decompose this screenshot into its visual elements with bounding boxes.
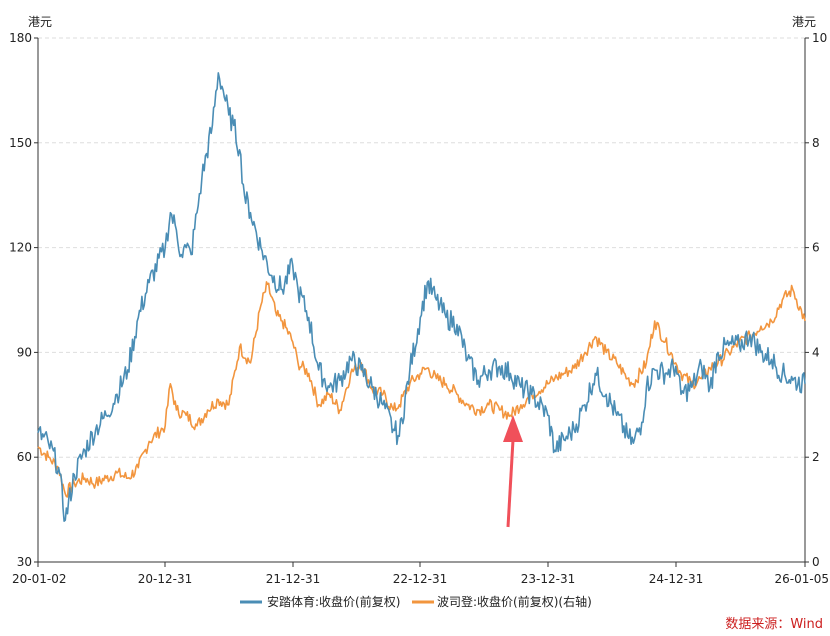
left-axis-tick-label: 180 [9,31,32,45]
x-axis-tick-label: 24-12-31 [649,572,703,586]
series-line-anta [37,72,806,522]
red-arrow-annotation [503,415,523,528]
x-axis-tick-label: 26-01-05 [775,572,829,586]
x-axis-tick-label: 21-12-31 [266,572,320,586]
legend-label: 波司登:收盘价(前复权)(右轴) [437,594,592,609]
legend: 安踏体育:收盘价(前复权) 波司登:收盘价(前复权)(右轴) [240,594,592,609]
series-line-bosideng [37,281,806,498]
left-axis-tick-label: 150 [9,136,32,150]
x-axis-tick-label: 23-12-31 [521,572,575,586]
x-axis-tick-label: 20-12-31 [138,572,192,586]
right-axis-tick-label: 2 [812,450,820,464]
legend-label: 安踏体育:收盘价(前复权) [267,594,400,609]
x-axis-tick-label: 22-12-31 [393,572,447,586]
series-lines [37,72,806,522]
arrow-shaft [506,439,515,528]
left-axis-tick-label: 60 [17,450,32,464]
grid-lines [38,37,805,458]
data-source-note: 数据来源：Wind [725,617,823,632]
x-axis-tick-label: 20-01-02 [12,572,66,586]
left-axis-unit: 港元 [28,15,52,29]
right-axis-tick-label: 0 [812,555,820,569]
left-axis-tick-label: 120 [9,241,32,255]
arrow-head [503,415,523,442]
axes: 30 60 90 120 150 180 0 2 4 6 8 10 20-01-02 20-12-31 21… [9,31,829,586]
left-axis-tick-label: 30 [17,555,32,569]
right-axis-unit: 港元 [792,15,816,29]
right-axis-tick-label: 10 [812,31,827,45]
left-axis-tick-label: 90 [17,345,32,359]
right-axis-tick-label: 4 [812,345,820,359]
right-axis-tick-label: 6 [812,241,820,255]
right-axis-tick-label: 8 [812,136,820,150]
